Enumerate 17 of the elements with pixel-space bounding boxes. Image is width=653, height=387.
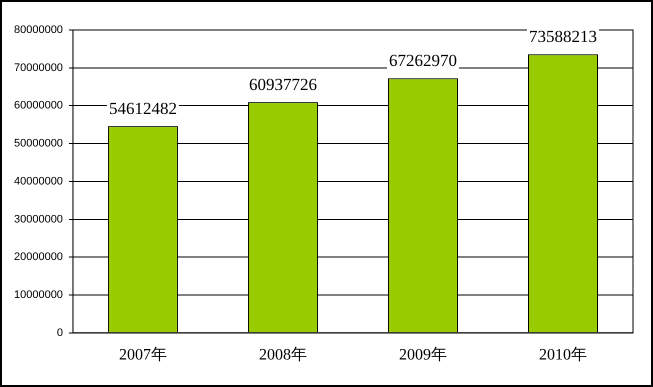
x-tick-label: 2007年: [118, 346, 167, 364]
y-tick-label: 50000000: [14, 138, 63, 150]
x-tick-label: 2009年: [398, 346, 447, 364]
y-tick-label: 10000000: [14, 288, 63, 301]
y-tick-label: 20000000: [14, 251, 63, 264]
data-label: 67262970: [388, 51, 457, 70]
y-tick-label: 30000000: [14, 213, 63, 226]
y-tick-label: 0: [56, 326, 63, 339]
y-tick-label: 40000000: [14, 175, 63, 188]
data-label: 60937726: [248, 75, 317, 94]
x-tick-label: 2010年: [538, 346, 587, 364]
data-label: 73588213: [528, 27, 597, 46]
data-label: 54612482: [108, 99, 177, 118]
y-tick-label: 60000000: [14, 100, 63, 112]
x-tick-label: 2008年: [258, 346, 307, 364]
y-tick-label: 70000000: [14, 62, 63, 74]
y-tick-label: 80000000: [14, 24, 63, 36]
